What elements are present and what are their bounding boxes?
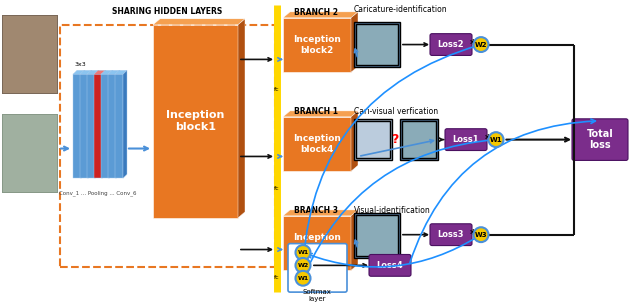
Polygon shape [80, 70, 92, 74]
Text: Loss2: Loss2 [438, 40, 464, 49]
FancyBboxPatch shape [283, 216, 351, 270]
Polygon shape [115, 74, 123, 178]
Text: *: * [470, 38, 476, 51]
Text: SHARING HIDDEN LAYERS: SHARING HIDDEN LAYERS [112, 7, 222, 16]
Text: W1: W1 [490, 137, 502, 143]
Circle shape [296, 271, 310, 286]
Text: Total
loss: Total loss [587, 129, 613, 150]
FancyBboxPatch shape [356, 121, 390, 158]
Polygon shape [283, 210, 358, 216]
Circle shape [296, 258, 310, 273]
FancyBboxPatch shape [445, 129, 487, 150]
Text: *: * [470, 228, 476, 241]
Text: BRANCH 1: BRANCH 1 [294, 107, 338, 116]
Polygon shape [116, 70, 120, 178]
Text: W2: W2 [475, 41, 487, 48]
Text: Inception
block1: Inception block1 [166, 110, 225, 132]
FancyBboxPatch shape [356, 215, 398, 257]
Polygon shape [95, 70, 99, 178]
FancyBboxPatch shape [288, 244, 347, 292]
Polygon shape [94, 74, 102, 178]
Text: fc: fc [274, 186, 280, 191]
Polygon shape [115, 70, 127, 74]
Text: BRANCH 2: BRANCH 2 [294, 8, 338, 17]
Text: fc: fc [274, 87, 280, 92]
Text: Inception
block2: Inception block2 [293, 35, 341, 55]
Circle shape [474, 37, 488, 52]
Polygon shape [87, 74, 95, 178]
Circle shape [474, 227, 488, 242]
Text: Visual-identification: Visual-identification [354, 206, 431, 215]
Polygon shape [87, 70, 99, 74]
FancyBboxPatch shape [3, 16, 57, 93]
Polygon shape [283, 111, 358, 117]
FancyBboxPatch shape [430, 34, 472, 56]
FancyBboxPatch shape [430, 224, 472, 246]
Polygon shape [101, 74, 109, 178]
Text: Conv_1 ... Pooling ... Conv_6: Conv_1 ... Pooling ... Conv_6 [59, 190, 136, 196]
FancyBboxPatch shape [283, 117, 351, 171]
Polygon shape [351, 12, 358, 72]
Text: W1: W1 [298, 276, 308, 281]
Text: fc: fc [274, 275, 280, 280]
Polygon shape [94, 70, 106, 74]
Text: *: * [484, 133, 492, 146]
FancyBboxPatch shape [369, 254, 411, 276]
FancyBboxPatch shape [283, 18, 351, 72]
FancyBboxPatch shape [356, 24, 398, 65]
Text: BRANCH 3: BRANCH 3 [294, 206, 338, 215]
Text: Softmax
layer: Softmax layer [303, 289, 332, 302]
Polygon shape [351, 210, 358, 270]
FancyBboxPatch shape [402, 121, 436, 158]
FancyBboxPatch shape [400, 119, 438, 160]
FancyBboxPatch shape [2, 114, 58, 193]
Text: W1: W1 [298, 250, 308, 255]
Circle shape [296, 245, 310, 260]
FancyBboxPatch shape [153, 25, 238, 218]
Polygon shape [102, 70, 106, 178]
Polygon shape [88, 70, 92, 178]
Text: Caricature-identification: Caricature-identification [354, 5, 447, 14]
FancyBboxPatch shape [572, 119, 628, 160]
Circle shape [488, 132, 504, 147]
Text: Inception
block3: Inception block3 [293, 233, 341, 253]
Polygon shape [351, 111, 358, 171]
Polygon shape [109, 70, 113, 178]
Text: Loss3: Loss3 [438, 230, 464, 239]
Polygon shape [238, 19, 245, 218]
Polygon shape [80, 74, 88, 178]
Polygon shape [153, 19, 245, 25]
Polygon shape [108, 70, 120, 74]
Text: W2: W2 [298, 263, 308, 268]
FancyBboxPatch shape [2, 15, 58, 94]
Text: Loss4: Loss4 [377, 261, 403, 270]
Text: ?: ? [391, 133, 399, 146]
FancyBboxPatch shape [3, 115, 57, 192]
FancyBboxPatch shape [354, 22, 400, 67]
Polygon shape [73, 70, 85, 74]
Polygon shape [73, 74, 81, 178]
Polygon shape [101, 70, 113, 74]
FancyBboxPatch shape [354, 213, 400, 258]
Text: 3x3: 3x3 [75, 62, 87, 67]
Polygon shape [123, 70, 127, 178]
Text: Cari-visual verfication: Cari-visual verfication [354, 107, 438, 116]
FancyBboxPatch shape [354, 119, 392, 160]
Text: Loss1: Loss1 [452, 135, 479, 144]
Text: Inception
block4: Inception block4 [293, 135, 341, 154]
Polygon shape [81, 70, 85, 178]
Polygon shape [108, 74, 116, 178]
Text: W3: W3 [475, 232, 487, 238]
Polygon shape [283, 12, 358, 18]
